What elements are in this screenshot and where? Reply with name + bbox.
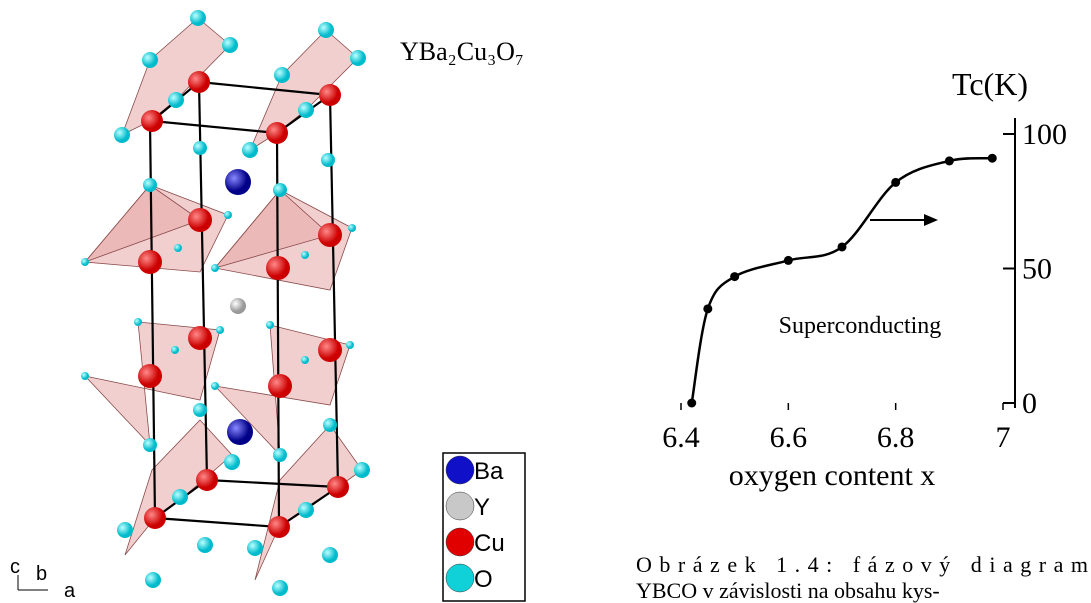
- data-point: [988, 154, 997, 163]
- axis-b: b: [36, 563, 47, 585]
- y-tick-label: 0: [1022, 387, 1037, 420]
- legend-swatch: [446, 528, 474, 556]
- data-point: [784, 256, 793, 265]
- plane: [122, 18, 230, 135]
- body: YBa₂Cu₃O₇ Ba Y Cu O c b a Tc(K) oxygen cont…: [0, 0, 1091, 603]
- legend-label: O: [474, 566, 493, 593]
- x-tick-label: 6.6: [770, 421, 808, 454]
- axis-indicator: c b a: [10, 556, 76, 602]
- legend-label: Y: [474, 494, 490, 521]
- curve: [692, 158, 993, 403]
- x-tick-label: 7: [996, 421, 1011, 454]
- y-tick-label: 100: [1022, 118, 1067, 151]
- axis-a: a: [64, 580, 76, 602]
- bond: [155, 518, 279, 527]
- figure: YBa₂Cu₃O₇ Ba Y Cu O c b a Tc(K) oxygen cont…: [0, 0, 1091, 603]
- data-point: [945, 156, 954, 165]
- data-point: [703, 304, 712, 313]
- x-tick-label: 6.4: [662, 421, 700, 454]
- chart: Tc(K) oxygen content x Superconducting 0…: [662, 66, 1067, 492]
- caption-line: YBCO v závislosti na obsahu kys-: [636, 578, 940, 603]
- legend-swatch: [446, 456, 474, 484]
- legend-swatch: [446, 564, 474, 592]
- data-point: [687, 399, 696, 408]
- y-tick-label: 50: [1022, 253, 1052, 286]
- legend-label: Cu: [474, 530, 505, 557]
- axis-c: c: [10, 556, 20, 578]
- crystal-structure: [81, 10, 370, 596]
- arrow-head: [924, 214, 938, 226]
- barium-atom: [225, 169, 251, 195]
- legend-swatch: [446, 492, 474, 520]
- caption-line: Obrázek 1.4: fázový diagram: [636, 552, 1088, 577]
- yttrium-atom: [230, 298, 246, 314]
- page: YBCO {"structure": { "formula": "YBa₂Cu₃…: [0, 0, 1091, 603]
- legend-label: Ba: [474, 458, 504, 485]
- plane: [125, 420, 232, 555]
- bond: [152, 121, 277, 133]
- x-tick-label: 6.8: [877, 421, 915, 454]
- annotation: Superconducting: [779, 313, 942, 339]
- barium-atom: [227, 419, 253, 445]
- x-axis-label: oxygen content x: [729, 459, 936, 492]
- data-point: [891, 178, 900, 187]
- y-axis-label: Tc(K): [952, 66, 1028, 102]
- data-point: [730, 272, 739, 281]
- formula: YBa₂Cu₃O₇: [400, 37, 524, 66]
- data-point: [838, 242, 847, 251]
